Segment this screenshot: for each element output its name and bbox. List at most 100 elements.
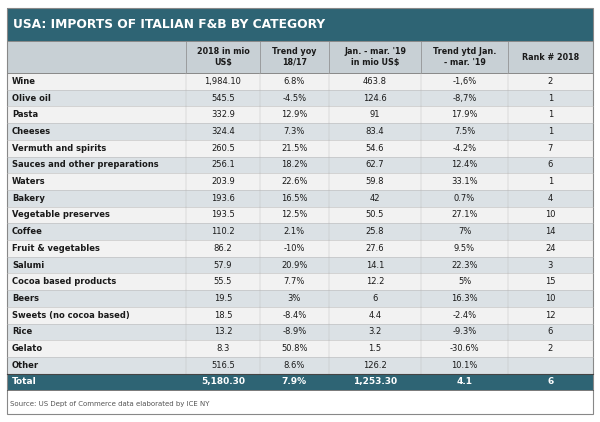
Text: 1: 1 [548,94,553,103]
Text: 203.9: 203.9 [211,177,235,186]
Text: 8.6%: 8.6% [284,361,305,370]
Text: 193.5: 193.5 [211,211,235,219]
Text: -8.9%: -8.9% [283,327,307,336]
Text: 15: 15 [545,277,556,286]
Text: 4: 4 [548,194,553,203]
Text: Other: Other [12,361,39,370]
Text: 2.1%: 2.1% [284,227,305,236]
Text: -9.3%: -9.3% [452,327,476,336]
Bar [7,207,593,223]
Text: 19.5: 19.5 [214,294,232,303]
Text: 18.5: 18.5 [214,311,232,320]
Bar [7,190,593,207]
Text: Jan. - mar. '19
in mio US$: Jan. - mar. '19 in mio US$ [344,48,406,67]
Text: 324.4: 324.4 [211,127,235,136]
Text: 13.2: 13.2 [214,327,232,336]
Text: Rice: Rice [12,327,32,336]
Text: -4.5%: -4.5% [283,94,307,103]
Text: 12.2: 12.2 [366,277,384,286]
Text: 83.4: 83.4 [365,127,384,136]
Text: Cheeses: Cheeses [12,127,51,136]
Bar [7,273,593,290]
Text: Salumi: Salumi [12,260,44,270]
Text: 1: 1 [548,127,553,136]
Text: Coffee: Coffee [12,227,43,236]
Text: 124.6: 124.6 [363,94,387,103]
Text: 6: 6 [547,378,553,387]
Text: Gelato: Gelato [12,344,43,353]
Text: 27.6: 27.6 [365,244,384,253]
Text: 256.1: 256.1 [211,160,235,169]
Text: Olive oil: Olive oil [12,94,51,103]
Text: Rank # 2018: Rank # 2018 [522,53,579,62]
Text: 59.8: 59.8 [366,177,384,186]
Text: 17.9%: 17.9% [451,110,478,119]
Bar [7,307,593,324]
Text: 91: 91 [370,110,380,119]
Bar [7,41,593,73]
Text: 5%: 5% [458,277,471,286]
Text: 110.2: 110.2 [211,227,235,236]
Text: -10%: -10% [284,244,305,253]
Text: 12.5%: 12.5% [281,211,308,219]
Bar [7,223,593,240]
Text: 5,180.30: 5,180.30 [201,378,245,387]
Text: 25.8: 25.8 [366,227,384,236]
Text: 126.2: 126.2 [363,361,387,370]
Text: 1: 1 [548,110,553,119]
Text: 9.5%: 9.5% [454,244,475,253]
Text: 57.9: 57.9 [214,260,232,270]
Text: -1,6%: -1,6% [452,77,476,86]
Text: 193.6: 193.6 [211,194,235,203]
Text: 50.5: 50.5 [366,211,384,219]
Bar [7,90,593,106]
Text: -8.4%: -8.4% [283,311,307,320]
Text: 7.3%: 7.3% [284,127,305,136]
Text: Sweets (no cocoa based): Sweets (no cocoa based) [12,311,130,320]
Text: Vegetable preserves: Vegetable preserves [12,211,110,219]
Text: -2.4%: -2.4% [452,311,476,320]
Text: 463.8: 463.8 [363,77,387,86]
Text: Wine: Wine [12,77,36,86]
Bar [7,240,593,257]
Text: 4.1: 4.1 [457,378,473,387]
Text: 14: 14 [545,227,556,236]
Bar [7,173,593,190]
Text: 7%: 7% [458,227,471,236]
Text: 42: 42 [370,194,380,203]
Text: 24: 24 [545,244,556,253]
Text: 21.5%: 21.5% [281,143,308,153]
Text: Cocoa based products: Cocoa based products [12,277,116,286]
Text: 3: 3 [548,260,553,270]
Bar [7,123,593,140]
Text: 6.8%: 6.8% [284,77,305,86]
Text: 332.9: 332.9 [211,110,235,119]
Text: 516.5: 516.5 [211,361,235,370]
Text: 7.7%: 7.7% [284,277,305,286]
Text: 16.5%: 16.5% [281,194,308,203]
Text: 54.6: 54.6 [366,143,384,153]
Bar [7,373,593,390]
Text: 3%: 3% [288,294,301,303]
Text: Pasta: Pasta [12,110,38,119]
Bar [7,106,593,123]
Text: 18.2%: 18.2% [281,160,308,169]
Text: 14.1: 14.1 [366,260,384,270]
Text: 22.3%: 22.3% [451,260,478,270]
Text: 1.5: 1.5 [368,344,382,353]
Text: 7: 7 [548,143,553,153]
Text: 4.4: 4.4 [368,311,382,320]
Text: 22.6%: 22.6% [281,177,308,186]
Text: 27.1%: 27.1% [451,211,478,219]
Text: 16.3%: 16.3% [451,294,478,303]
Text: 8.3: 8.3 [217,344,230,353]
Text: Trend ytd Jan.
- mar. '19: Trend ytd Jan. - mar. '19 [433,48,496,67]
Text: 1,984.10: 1,984.10 [205,77,241,86]
Bar [7,340,593,357]
Text: Fruit & vegetables: Fruit & vegetables [12,244,100,253]
Text: 6: 6 [548,160,553,169]
Text: -4.2%: -4.2% [452,143,476,153]
Bar [7,73,593,90]
Text: 260.5: 260.5 [211,143,235,153]
Text: USA: IMPORTS OF ITALIAN F&B BY CATEGORY: USA: IMPORTS OF ITALIAN F&B BY CATEGORY [13,19,325,31]
